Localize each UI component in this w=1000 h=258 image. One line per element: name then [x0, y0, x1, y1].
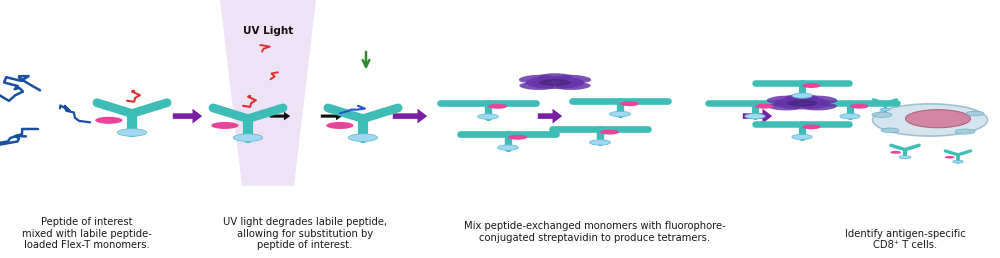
Ellipse shape — [785, 94, 819, 101]
Circle shape — [802, 83, 821, 88]
Text: Identify antigen-specific
CD8⁺ T cells.: Identify antigen-specific CD8⁺ T cells. — [845, 229, 965, 250]
Circle shape — [792, 93, 812, 98]
Circle shape — [802, 124, 821, 129]
Circle shape — [326, 122, 354, 129]
Text: Mix peptide-exchanged monomers with fluorophore-
conjugated streptavidin to prod: Mix peptide-exchanged monomers with fluo… — [464, 221, 726, 243]
Circle shape — [610, 111, 630, 117]
Ellipse shape — [872, 104, 988, 136]
Text: UV light degrades labile peptide,
allowing for substitution by
peptide of intere: UV light degrades labile peptide, allowi… — [223, 217, 387, 250]
Circle shape — [745, 114, 765, 119]
Circle shape — [966, 111, 984, 116]
Circle shape — [880, 108, 890, 111]
Circle shape — [348, 134, 378, 141]
Text: Peptide of interest
mixed with labile peptide-
loaded Flex-T monomers.: Peptide of interest mixed with labile pe… — [22, 217, 152, 250]
Ellipse shape — [787, 100, 817, 107]
Ellipse shape — [519, 82, 555, 90]
Circle shape — [899, 156, 911, 159]
Circle shape — [498, 145, 518, 150]
Circle shape — [755, 104, 774, 109]
Circle shape — [508, 135, 527, 140]
Circle shape — [881, 128, 899, 133]
Circle shape — [478, 114, 498, 119]
Circle shape — [792, 134, 812, 140]
Circle shape — [953, 160, 963, 163]
Circle shape — [600, 130, 619, 135]
Circle shape — [590, 140, 610, 145]
Polygon shape — [220, 0, 316, 186]
Circle shape — [117, 129, 147, 136]
Ellipse shape — [767, 103, 802, 110]
Circle shape — [488, 104, 507, 109]
Ellipse shape — [773, 97, 831, 109]
Circle shape — [620, 101, 639, 106]
Circle shape — [955, 129, 975, 134]
Ellipse shape — [906, 110, 970, 128]
Circle shape — [890, 151, 901, 154]
Ellipse shape — [538, 73, 572, 80]
Circle shape — [872, 112, 892, 117]
Ellipse shape — [802, 96, 837, 104]
Ellipse shape — [539, 79, 571, 86]
Circle shape — [211, 122, 239, 129]
Circle shape — [840, 114, 860, 119]
Ellipse shape — [526, 76, 584, 89]
Text: UV Light: UV Light — [243, 26, 293, 36]
Ellipse shape — [802, 103, 837, 110]
Ellipse shape — [555, 82, 591, 90]
Circle shape — [850, 104, 869, 109]
Ellipse shape — [519, 75, 555, 83]
Circle shape — [945, 156, 955, 158]
Ellipse shape — [767, 96, 802, 104]
Ellipse shape — [555, 75, 591, 83]
Circle shape — [233, 134, 263, 141]
Circle shape — [95, 117, 123, 124]
